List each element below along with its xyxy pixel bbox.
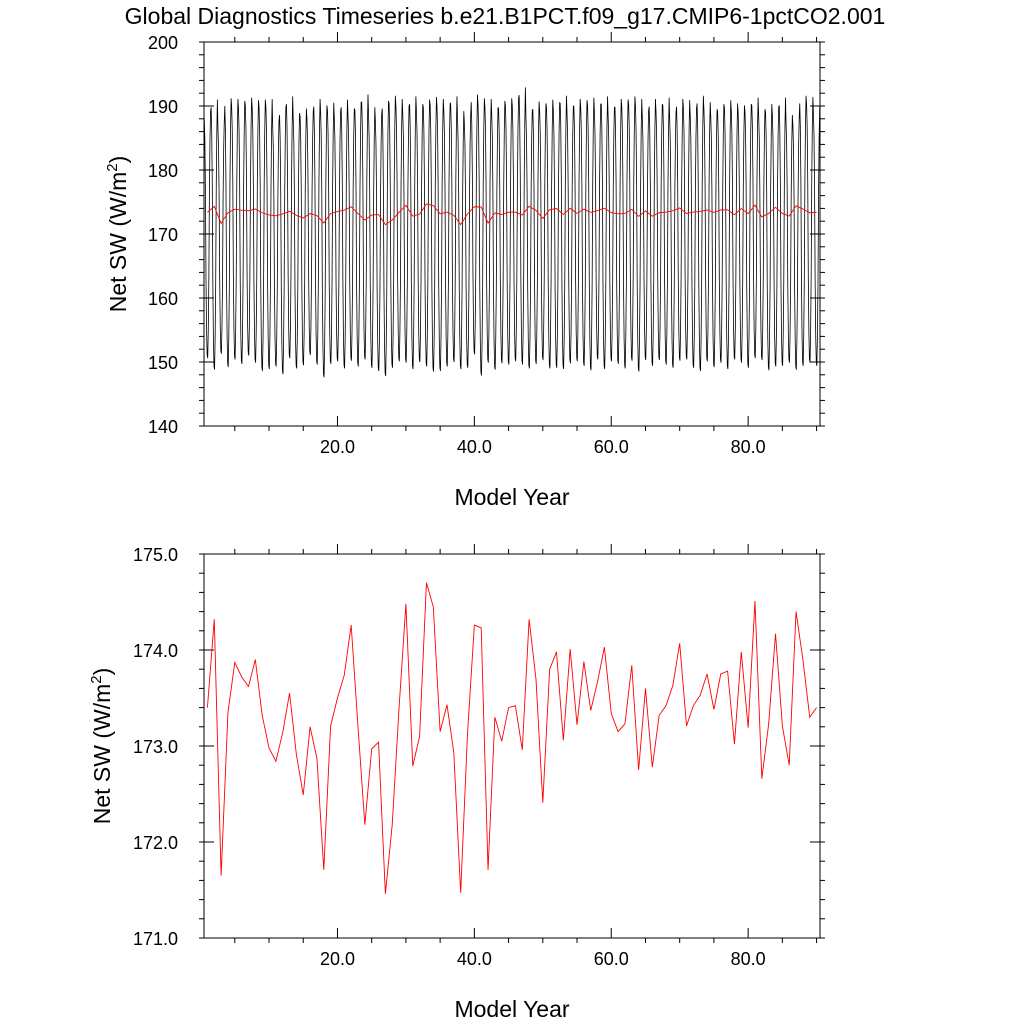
top-x-tick-label: 60.0	[594, 437, 629, 457]
top-y-axis-label-main: Net SW (W/m	[105, 172, 131, 313]
bottom-y-axis-label-close: )	[89, 668, 115, 676]
top-x-tick-label: 20.0	[320, 437, 355, 457]
top-y-tick-label: 180	[148, 161, 178, 181]
bottom-x-tick-label: 80.0	[731, 949, 766, 969]
top-x-axis-label: Model Year	[454, 484, 569, 510]
top-panel: 20.0 40.0 60.0 80.0 140 150 160 170 180 190 200 Mo…	[104, 32, 825, 510]
bottom-plot-frame	[203, 553, 821, 939]
bottom-x-tick-label: 40.0	[457, 949, 492, 969]
bottom-x-tick-label: 60.0	[594, 949, 629, 969]
top-annual-series-line	[207, 203, 817, 226]
top-y-tick-label: 200	[148, 33, 178, 53]
bottom-y-axis-label: Net SW (W/m2)	[88, 668, 115, 825]
bottom-x-tick-label: 20.0	[320, 949, 355, 969]
top-tick-labels: 20.0 40.0 60.0 80.0 140 150 160 170 180 190 200	[148, 33, 766, 457]
top-y-axis-label-close: )	[105, 156, 131, 164]
bottom-annual-series-line	[206, 582, 817, 894]
bottom-y-axis-label-sup: 2	[88, 675, 105, 683]
top-monthly-series-line	[203, 87, 821, 378]
bottom-x-axis-label: Model Year	[454, 996, 569, 1022]
top-axis-ticks	[199, 32, 825, 431]
bottom-y-tick-label: 175.0	[133, 545, 178, 565]
bottom-axis-ticks	[199, 544, 825, 943]
bottom-y-tick-label: 171.0	[133, 929, 178, 949]
top-y-tick-label: 190	[148, 97, 178, 117]
chart-title: Global Diagnostics Timeseries b.e21.B1PC…	[125, 3, 886, 29]
top-plot-series	[203, 87, 821, 378]
bottom-y-tick-label: 172.0	[133, 833, 178, 853]
top-y-axis-label: Net SW (W/m2)	[104, 156, 131, 313]
bottom-plot-series	[206, 582, 817, 894]
bottom-y-tick-label: 174.0	[133, 641, 178, 661]
top-x-tick-label: 80.0	[731, 437, 766, 457]
bottom-panel: 20.0 40.0 60.0 80.0 171.0 172.0 173.0 174.0 175.…	[88, 544, 825, 1022]
top-x-tick-label: 40.0	[457, 437, 492, 457]
top-y-axis-label-sup: 2	[104, 163, 121, 171]
top-y-tick-label: 150	[148, 353, 178, 373]
top-y-tick-label: 160	[148, 289, 178, 309]
bottom-y-axis-label-main: Net SW (W/m	[89, 684, 115, 825]
top-y-tick-label: 140	[148, 417, 178, 437]
bottom-tick-labels: 20.0 40.0 60.0 80.0 171.0 172.0 173.0 174.0 175.…	[133, 545, 766, 969]
bottom-y-tick-label: 173.0	[133, 737, 178, 757]
top-y-tick-label: 170	[148, 225, 178, 245]
